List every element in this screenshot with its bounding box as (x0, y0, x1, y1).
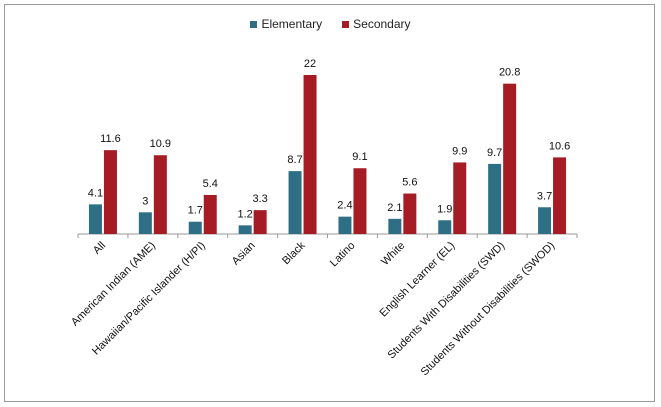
data-label-secondary-0: 11.6 (100, 133, 121, 145)
data-label-elementary-2: 1.7 (188, 205, 203, 217)
category-label-6: White (379, 240, 407, 268)
data-label-elementary-9: 3.7 (537, 190, 552, 202)
category-label-4: Black (280, 239, 308, 267)
data-label-elementary-4: 8.7 (287, 154, 302, 166)
data-label-secondary-4: 22 (304, 58, 316, 70)
category-label-3: Asian (230, 240, 258, 268)
data-label-secondary-5: 9.1 (352, 151, 367, 163)
bar-elementary-0 (88, 204, 102, 234)
data-label-secondary-8: 20.8 (499, 67, 520, 79)
data-label-elementary-8: 9.7 (487, 147, 502, 159)
legend-swatch-elementary (250, 20, 258, 28)
legend-item-secondary: Secondary (342, 17, 411, 31)
bar-secondary-3 (253, 210, 267, 234)
bar-secondary-8 (503, 83, 517, 234)
category-label-1: American Indian (AME) (69, 240, 158, 329)
data-label-elementary-7: 1.9 (437, 203, 452, 215)
bar-elementary-7 (438, 220, 452, 234)
bar-secondary-1 (153, 155, 167, 234)
category-label-2: Hawaiian/Pacific Islander (H/PI) (90, 240, 208, 358)
bar-secondary-9 (553, 157, 567, 234)
bar-elementary-4 (288, 171, 302, 234)
data-label-secondary-9: 10.6 (549, 140, 570, 152)
data-label-elementary-0: 4.1 (88, 187, 103, 199)
bar-elementary-8 (488, 163, 502, 234)
bar-elementary-3 (238, 225, 252, 234)
legend-label-elementary: Elementary (261, 17, 323, 31)
bar-secondary-2 (203, 194, 217, 234)
bar-secondary-5 (353, 168, 367, 234)
data-label-secondary-1: 10.9 (150, 138, 171, 150)
bar-secondary-0 (103, 150, 117, 234)
data-label-elementary-6: 2.1 (387, 202, 402, 214)
data-label-secondary-2: 5.4 (203, 178, 218, 190)
legend-item-elementary: Elementary (250, 17, 322, 31)
bar-elementary-5 (338, 216, 352, 234)
bar-elementary-6 (388, 218, 402, 234)
category-label-0: All (91, 240, 108, 257)
chart-legend: Elementary Secondary (0, 17, 661, 31)
data-label-secondary-6: 5.6 (402, 177, 417, 189)
bar-elementary-9 (538, 207, 552, 234)
bar-secondary-6 (403, 193, 417, 234)
category-label-5: Latino (328, 240, 358, 270)
bar-secondary-7 (453, 162, 467, 234)
data-label-elementary-3: 1.2 (238, 208, 253, 220)
data-label-secondary-3: 3.3 (253, 193, 268, 205)
data-label-secondary-7: 9.9 (452, 145, 467, 157)
data-label-elementary-1: 3 (142, 195, 148, 207)
bar-secondary-4 (303, 75, 317, 234)
legend-swatch-secondary (342, 20, 350, 28)
legend-label-secondary: Secondary (353, 17, 411, 31)
data-label-elementary-5: 2.4 (337, 200, 352, 212)
bar-elementary-2 (188, 221, 202, 234)
bar-elementary-1 (138, 212, 152, 234)
